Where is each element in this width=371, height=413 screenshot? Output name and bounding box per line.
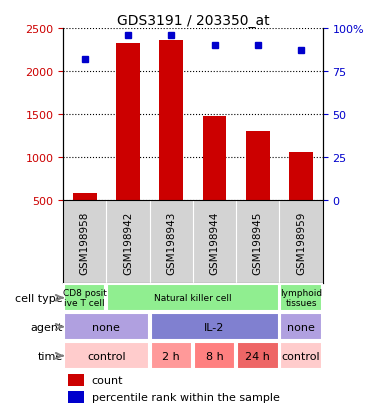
- Text: lymphoid
tissues: lymphoid tissues: [280, 288, 322, 308]
- Text: none: none: [92, 322, 120, 332]
- Bar: [64, 313, 149, 340]
- Text: percentile rank within the sample: percentile rank within the sample: [92, 392, 279, 402]
- Text: 24 h: 24 h: [245, 351, 270, 361]
- Text: control: control: [87, 351, 126, 361]
- Text: agent: agent: [31, 322, 63, 332]
- Bar: [246, 131, 270, 201]
- Bar: [160, 41, 183, 201]
- Text: count: count: [92, 375, 123, 385]
- Bar: [280, 313, 322, 340]
- Bar: [73, 193, 96, 201]
- Bar: [116, 43, 140, 201]
- Text: control: control: [282, 351, 321, 361]
- Title: GDS3191 / 203350_at: GDS3191 / 203350_at: [116, 14, 269, 28]
- Bar: [289, 153, 313, 201]
- Text: CD8 posit
ive T cell: CD8 posit ive T cell: [63, 288, 106, 308]
- Text: GSM198958: GSM198958: [80, 211, 90, 274]
- Text: GSM198945: GSM198945: [253, 211, 263, 274]
- Bar: [280, 285, 322, 311]
- Text: GSM198944: GSM198944: [210, 211, 220, 274]
- Bar: [203, 116, 226, 201]
- Bar: [194, 342, 235, 369]
- Text: 8 h: 8 h: [206, 351, 223, 361]
- Text: GSM198942: GSM198942: [123, 211, 133, 274]
- Text: time: time: [38, 351, 63, 361]
- Bar: [237, 342, 279, 369]
- Text: none: none: [287, 322, 315, 332]
- Bar: [64, 342, 149, 369]
- Bar: [151, 342, 192, 369]
- Bar: [68, 391, 84, 403]
- Text: GSM198959: GSM198959: [296, 211, 306, 274]
- Bar: [64, 285, 105, 311]
- Bar: [151, 313, 279, 340]
- Text: cell type: cell type: [16, 293, 63, 303]
- Bar: [68, 374, 84, 386]
- Text: IL-2: IL-2: [204, 322, 225, 332]
- Text: GSM198943: GSM198943: [166, 211, 176, 274]
- Text: Natural killer cell: Natural killer cell: [154, 294, 232, 303]
- Text: 2 h: 2 h: [162, 351, 180, 361]
- Bar: [280, 342, 322, 369]
- Bar: [107, 285, 279, 311]
